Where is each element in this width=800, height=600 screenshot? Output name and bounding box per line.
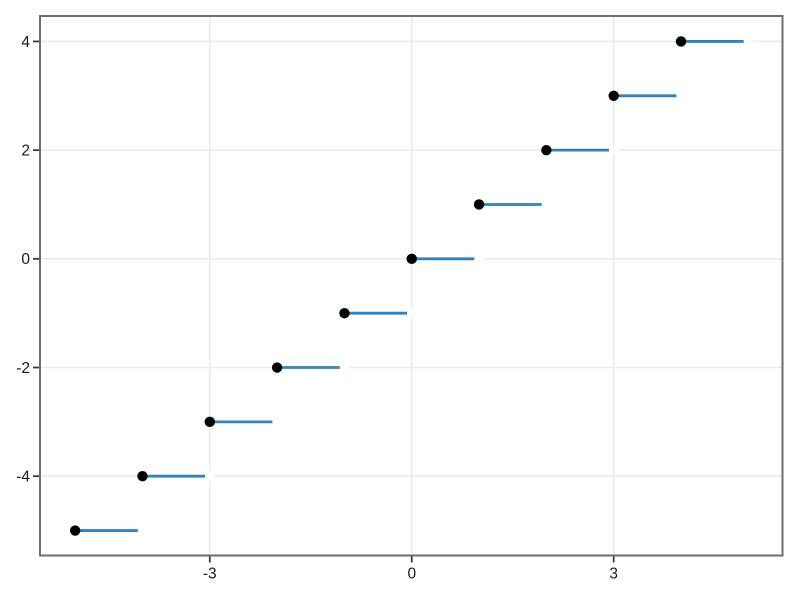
open-endpoint-marker xyxy=(474,254,484,264)
open-endpoint-marker xyxy=(204,471,215,482)
y-tick-label: -4 xyxy=(16,469,30,486)
open-endpoint-marker xyxy=(137,525,148,536)
tick-marks xyxy=(33,40,615,563)
y-tick-label: 2 xyxy=(21,142,30,159)
open-endpoint-marker xyxy=(541,199,552,210)
closed-endpoint-marker xyxy=(137,471,148,482)
y-tick-label: -2 xyxy=(16,360,30,377)
x-tick-label: 3 xyxy=(609,566,618,583)
x-tick-label: 0 xyxy=(407,566,416,583)
open-endpoint-marker xyxy=(743,36,754,47)
y-tick-labels: -4 -2 0 2 4 xyxy=(16,34,30,486)
y-tick-label: 0 xyxy=(21,251,30,268)
step-series xyxy=(69,36,754,536)
closed-endpoint-marker xyxy=(473,199,485,210)
closed-endpoint-marker xyxy=(339,307,350,319)
x-tick-label: -3 xyxy=(203,566,217,583)
open-endpoint-marker xyxy=(676,90,686,101)
closed-endpoint-marker xyxy=(406,253,417,265)
open-endpoint-marker xyxy=(608,145,619,155)
open-endpoint-marker xyxy=(272,417,282,427)
y-tick-label: 4 xyxy=(21,34,30,51)
closed-endpoint-marker xyxy=(541,144,552,156)
closed-endpoint-marker xyxy=(675,36,687,47)
closed-endpoint-marker xyxy=(271,362,283,373)
closed-endpoint-marker xyxy=(204,416,215,428)
open-endpoint-marker xyxy=(339,362,350,373)
plot-frame xyxy=(39,15,784,557)
closed-endpoint-marker xyxy=(69,525,81,536)
open-endpoint-marker xyxy=(406,308,417,318)
x-tick-labels: -3 0 3 xyxy=(203,566,618,583)
closed-endpoint-marker xyxy=(608,90,619,101)
